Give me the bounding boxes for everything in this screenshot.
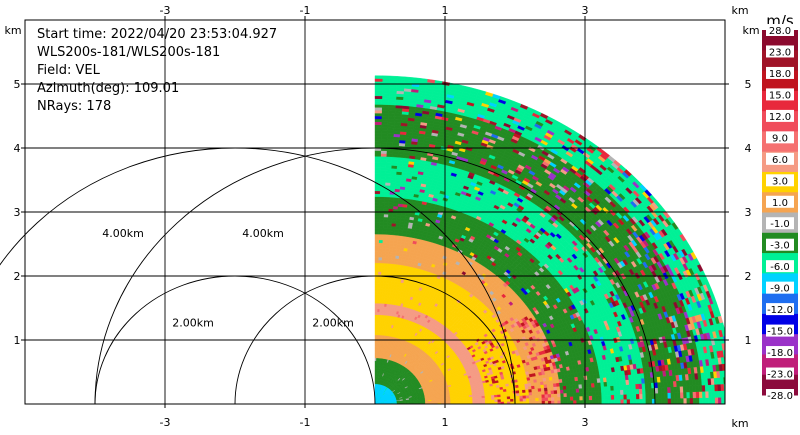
x-unit-top: km [731,4,748,17]
y-unit-right: km [742,24,759,37]
info-line: Field: VEL [37,63,101,78]
info-line: Azimuth(deg): 109.01 [37,81,179,96]
colorbar-label-bg [766,152,794,165]
colorbar-label-bg [766,303,794,316]
colorbar-tick-label: 18.0 [769,69,791,80]
x-tick-label-bottom: -1 [300,416,311,429]
colorbar-tick-label: 3.0 [772,176,788,187]
colorbar-tick-label: -15.0 [767,327,793,338]
colorbar-label-bg [766,324,794,337]
info-block: Start time: 2022/04/20 23:53:04.927 WLS20… [37,27,277,114]
colorbar-tick-label: -3.0 [770,241,790,252]
y-tick-label-left: 4 [14,142,21,155]
range-ring [94,275,376,405]
y-tick-label-left: 5 [14,78,21,91]
y-tick-label-right: 1 [745,334,752,347]
colorbar-tick-label: 28.0 [769,26,791,37]
colorbar-tick-label: -23.0 [767,370,793,381]
colorbar: m/s 28.023.018.015.012.09.06.03.01.0-1.0… [762,12,798,402]
colorbar-label-bg [766,217,794,230]
colorbar-tick-label: 9.0 [772,133,788,144]
range-ring-label: 4.00km [102,227,144,240]
range-ring [94,147,656,405]
colorbar-label-bg [766,174,794,187]
colorbar-label-bg [766,24,794,36]
x-tick-label-bottom: 1 [442,416,449,429]
y-tick-label-left: 3 [14,206,21,219]
colorbar-tick-label: -28.0 [767,391,793,402]
info-line: Start time: 2022/04/20 23:53:04.927 [37,27,277,42]
colorbar-tick-label: -12.0 [767,305,793,316]
y-tick-label-left: 1 [14,334,21,347]
x-unit-bottom: km [731,417,748,430]
colorbar-tick-label: 12.0 [769,112,791,123]
x-tick-label-top: -3 [160,4,171,17]
y-tick-label-right: 3 [745,206,752,219]
colorbar-tick-label: 15.0 [769,90,791,101]
colorbar-label-bg [766,195,794,208]
colorbar-label-bg [766,131,794,144]
x-tick-label-bottom: 3 [582,416,589,429]
velocity-field [374,75,725,404]
grid [25,20,725,404]
colorbar-label-bg [766,66,794,79]
range-ring-label: 2.00km [312,316,354,329]
info-line: NRays: 178 [37,99,111,114]
range-ring [0,147,516,405]
colorbar-label-bg [766,238,794,251]
colorbar-tick-label: 6.0 [772,155,788,166]
y-tick-label-right: 4 [745,142,752,155]
colorbar-tick-label: 1.0 [772,198,788,209]
colorbar-label-bg [766,367,794,380]
axis-ticks: -3 -3 -1 -1 1 1 3 3 1 1 2 2 3 3 4 4 5 5 [14,4,752,429]
colorbar-tick-label: -1.0 [770,219,790,230]
x-tick-label-top: 3 [582,4,589,17]
colorbar-label-bg [766,389,794,401]
colorbar-label-bg [766,109,794,122]
colorbar-label-bg [766,88,794,101]
colorbar-tick-label: 23.0 [769,47,791,58]
x-tick-label-bottom: -3 [160,416,171,429]
colorbar-label-bg [766,45,794,58]
range-ring-label: 4.00km [242,227,284,240]
colorbar-label-bg [766,260,794,273]
colorbar-tick-label: -6.0 [770,262,790,273]
range-ring [234,275,516,405]
colorbar-label-bg [766,346,794,359]
y-tick-label-right: 5 [745,78,752,91]
info-line: WLS200s-181/WLS200s-181 [37,45,220,60]
colorbar-tick-label: -18.0 [767,348,793,359]
range-rings: 2.00km 4.00km 2.00km 4.00km [0,147,656,405]
y-unit-left: km [4,24,21,37]
x-tick-label-top: 1 [442,4,449,17]
range-ring-label: 2.00km [172,316,214,329]
colorbar-label-bg [766,281,794,294]
colorbar-tick-label: -9.0 [770,284,790,295]
y-tick-label-left: 2 [14,270,21,283]
y-tick-label-right: 2 [745,270,752,283]
x-tick-label-top: -1 [300,4,311,17]
